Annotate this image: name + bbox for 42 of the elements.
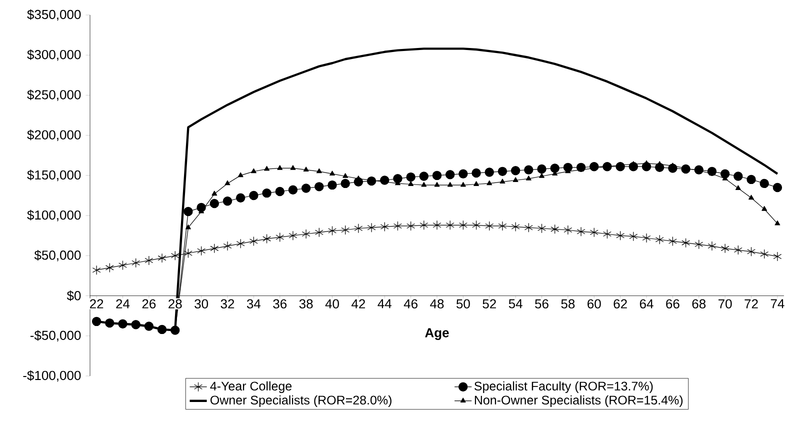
x-tick-label: 58 (561, 299, 575, 308)
y-tick-label: $300,000 (27, 49, 81, 61)
x-tick-label: 40 (325, 299, 339, 308)
x-tick-label: 70 (718, 299, 732, 308)
y-tick-label: $0 (66, 290, 81, 302)
x-tick-label: 38 (299, 299, 313, 308)
x-tick-label: 26 (142, 299, 156, 308)
x-tick-label: 72 (744, 299, 758, 308)
x-tick-label: 62 (614, 299, 627, 308)
y-tick-label: $150,000 (27, 170, 81, 182)
legend-label: Specialist Faculty (ROR=13.7%) (474, 381, 653, 393)
x-tick-label: 22 (90, 299, 104, 308)
x-tick-label: 42 (352, 299, 366, 308)
y-tick-label: $250,000 (27, 90, 81, 101)
x-tick-label: 24 (116, 299, 130, 308)
x-tick-label: 54 (508, 299, 522, 308)
legend-label: Non-Owner Specialists (ROR=15.4%) (474, 395, 683, 407)
x-tick-label: 30 (194, 299, 208, 308)
x-tick-label: 46 (404, 299, 418, 308)
x-tick-label: 44 (378, 299, 392, 308)
y-tick-label: -$100,000 (23, 370, 81, 382)
y-tick-label: $50,000 (34, 250, 81, 262)
x-tick-label: 48 (430, 299, 444, 308)
x-tick-label: 56 (535, 299, 548, 308)
legend-label: 4-Year College (210, 381, 292, 393)
x-tick-label: 28 (168, 299, 182, 308)
x-tick-label: 74 (770, 299, 784, 308)
y-tick-label: $100,000 (27, 210, 81, 222)
y-tick-label: $200,000 (27, 130, 81, 141)
x-tick-label: 64 (640, 299, 654, 308)
y-tick-label: -$50,000 (30, 330, 81, 342)
x-tick-label: 66 (666, 299, 680, 308)
x-axis-title: Age (425, 328, 449, 340)
x-tick-label: 50 (456, 299, 470, 308)
x-tick-label: 52 (482, 299, 496, 308)
x-tick-label: 60 (588, 299, 601, 308)
x-tick-label: 36 (273, 299, 287, 308)
legend-label: Owner Specialists (ROR=28.0%) (210, 395, 392, 407)
x-tick-label: 34 (246, 299, 261, 308)
x-tick-label: 68 (692, 299, 706, 308)
x-tick-label: 32 (220, 299, 234, 308)
y-tick-label: $350,000 (27, 9, 81, 21)
